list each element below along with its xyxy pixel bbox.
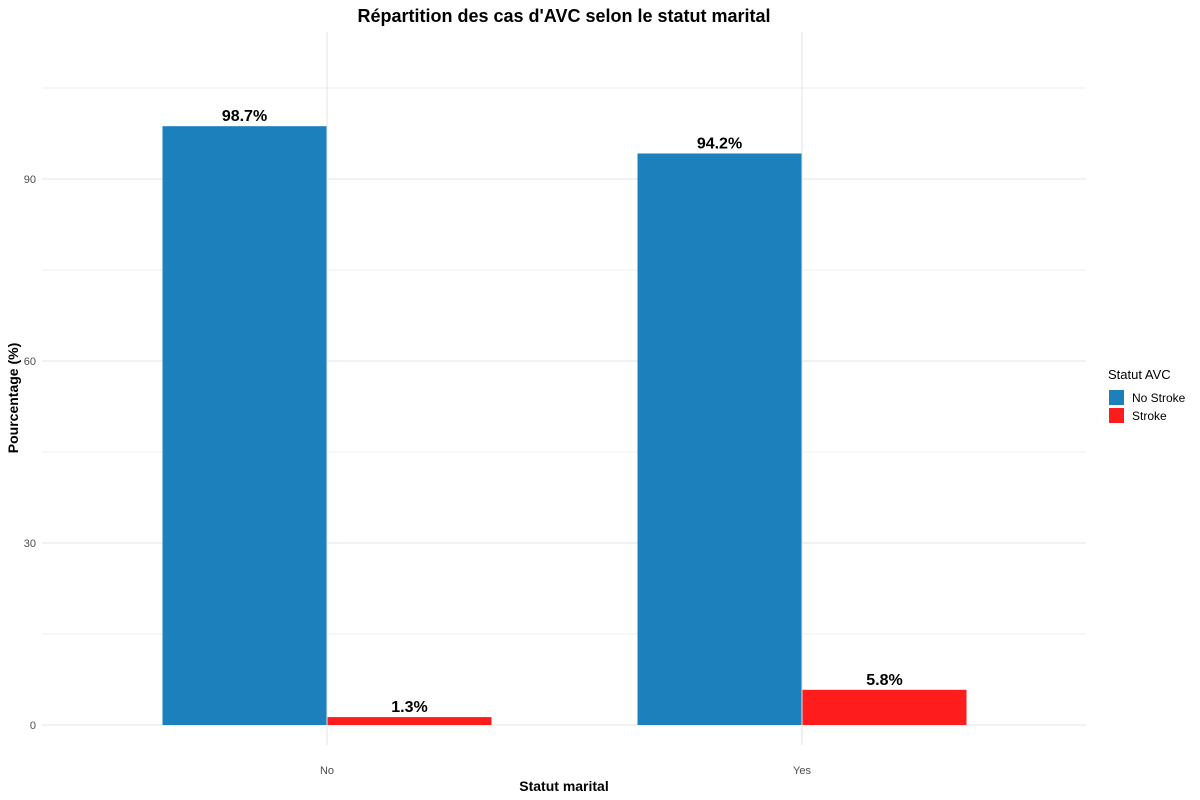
bars — [162, 126, 967, 726]
legend: Statut AVC No Stroke Stroke — [1108, 367, 1186, 423]
data-label: 5.8% — [866, 672, 902, 689]
y-tick-label: 30 — [24, 538, 36, 550]
y-tick-label: 90 — [24, 174, 36, 186]
legend-label: Stroke — [1132, 409, 1167, 423]
x-axis-title: Statut marital — [519, 778, 608, 794]
data-label: 98.7% — [222, 108, 267, 125]
data-label: 1.3% — [391, 699, 427, 716]
data-labels: 98.7% 1.3% 94.2% 5.8% — [222, 108, 903, 716]
legend-label: No Stroke — [1132, 391, 1186, 405]
data-label: 94.2% — [697, 135, 742, 152]
x-axis-ticks: No Yes — [320, 765, 811, 777]
x-tick-label: No — [320, 765, 334, 777]
bar-no-stroke-yes — [637, 153, 802, 726]
bar-no-stroke-no — [162, 126, 327, 725]
chart-title: Répartition des cas d'AVC selon le statu… — [357, 6, 770, 26]
y-axis-ticks: 0 30 60 90 — [24, 174, 36, 732]
y-axis-title: Pourcentage (%) — [5, 343, 21, 453]
bar-stroke-no — [327, 717, 492, 725]
y-tick-label: 0 — [30, 720, 36, 732]
x-tick-label: Yes — [793, 765, 811, 777]
legend-title: Statut AVC — [1108, 367, 1171, 382]
legend-swatch-no-stroke — [1109, 390, 1124, 405]
legend-swatch-stroke — [1109, 408, 1124, 423]
bar-stroke-yes — [802, 689, 967, 725]
y-tick-label: 60 — [24, 356, 36, 368]
